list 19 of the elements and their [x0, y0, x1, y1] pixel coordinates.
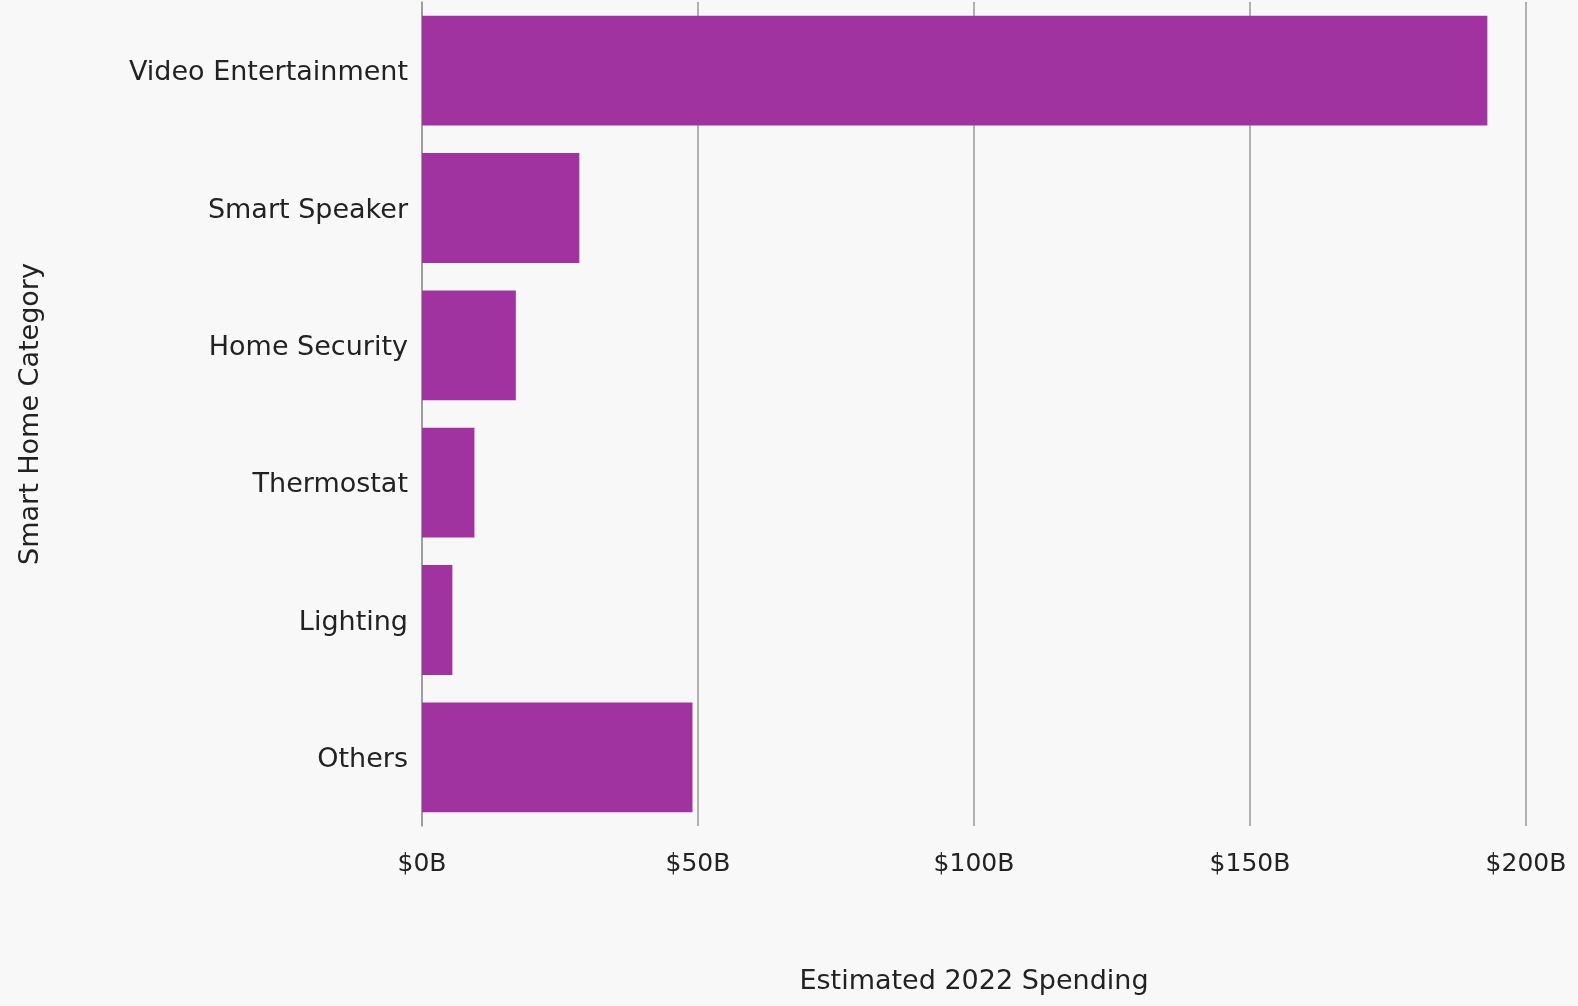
x-tick-label: $50B [665, 848, 731, 877]
bar [422, 702, 693, 813]
bar [422, 427, 475, 538]
y-tick-label: Thermostat [251, 467, 408, 499]
bar [422, 565, 453, 675]
y-tick-label: Home Security [208, 329, 409, 361]
y-axis-title: Smart Home Category [13, 263, 44, 565]
y-tick-label: Video Entertainment [128, 55, 408, 87]
y-tick-label: Lighting [298, 604, 408, 636]
y-tick-label: Others [317, 741, 408, 773]
x-axis-title: Estimated 2022 Spending [799, 964, 1149, 995]
bar [422, 153, 580, 263]
y-tick-label: Smart Speaker [207, 192, 409, 224]
x-tick-label: $100B [933, 848, 1015, 877]
x-tick-label: $0B [397, 848, 447, 877]
x-tick-label: $150B [1209, 848, 1291, 877]
x-tick-label: $200B [1485, 848, 1567, 877]
bar [422, 290, 516, 401]
bar [422, 15, 1488, 126]
